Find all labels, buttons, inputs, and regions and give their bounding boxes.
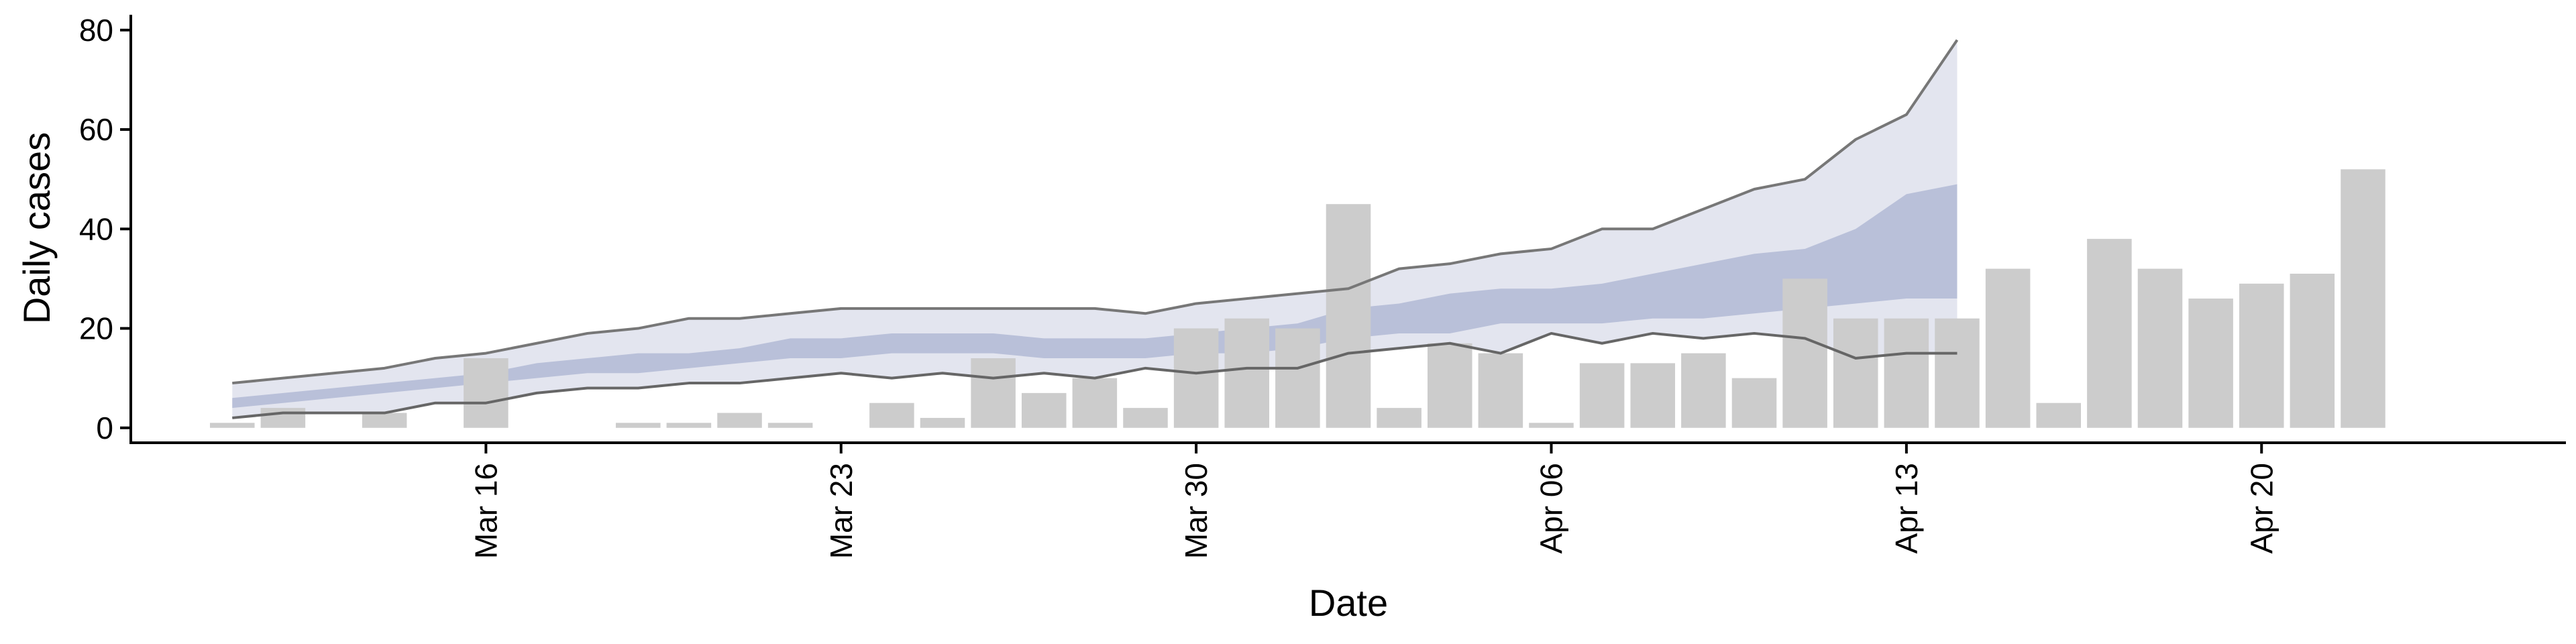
case-bar [2036,402,2082,428]
case-bar [1731,378,1777,428]
estimate-50-band [232,184,1957,409]
case-bar [209,423,255,428]
case-bar [1935,318,1980,428]
case-bar [1833,318,1878,428]
y-tick-label: 20 [79,311,113,346]
case-bar [1275,328,1320,428]
case-bar [1782,278,1827,428]
case-bar [666,423,712,428]
case-bar [1478,353,1523,428]
case-bar [1072,378,1118,428]
y-axis-title: Daily cases [15,132,58,324]
case-bar [1630,363,1676,428]
case-bar [2239,283,2284,428]
case-bar [362,413,407,428]
case-bar [1884,318,1929,428]
y-tick-label: 0 [96,411,113,445]
case-bar [1173,328,1219,428]
case-bar [2341,169,2385,428]
estimate-bound-lines [232,39,1959,419]
case-bar [2137,268,2183,428]
case-bar [615,423,661,428]
case-bar [920,417,965,428]
axes: 0 20 40 60 80 Mar 16 Mar 23 Mar 30 Apr 06 Apr 13 A… [79,13,2566,559]
x-tick-label: Apr 06 [1534,463,1569,554]
case-bar [464,358,508,428]
case-bar [2290,274,2335,428]
x-tick-label: Mar 23 [824,463,859,559]
case-bar [767,423,813,428]
lower-bound-line [232,331,1957,419]
x-tick-label: Mar 16 [468,463,503,559]
y-tick-label: 60 [79,112,113,147]
case-bar [869,402,914,428]
case-bar [1377,408,1421,428]
case-bar [971,358,1016,428]
x-tick-label: Apr 13 [1889,463,1924,554]
y-tick-label: 80 [79,13,113,48]
case-bar [1427,343,1472,428]
case-bar [1021,392,1067,428]
case-bar [1985,268,2031,428]
case-bar [1326,204,1371,428]
case-bar [1529,423,1574,428]
upper-bound-line [232,39,1959,385]
case-bar [717,413,762,428]
case-bar [2087,239,2132,428]
case-bar [260,408,306,428]
y-tick-label: 40 [79,211,113,246]
case-bar [2188,299,2233,428]
case-bar [1579,363,1625,428]
x-axis-title: Date [1309,582,1388,624]
case-bar [1123,408,1168,428]
x-tick-label: Mar 30 [1179,463,1214,559]
case-bar [1681,353,1726,428]
observed-case-bars [209,169,2385,428]
case-bar [1224,318,1270,428]
x-tick-label: Apr 20 [2244,463,2279,554]
